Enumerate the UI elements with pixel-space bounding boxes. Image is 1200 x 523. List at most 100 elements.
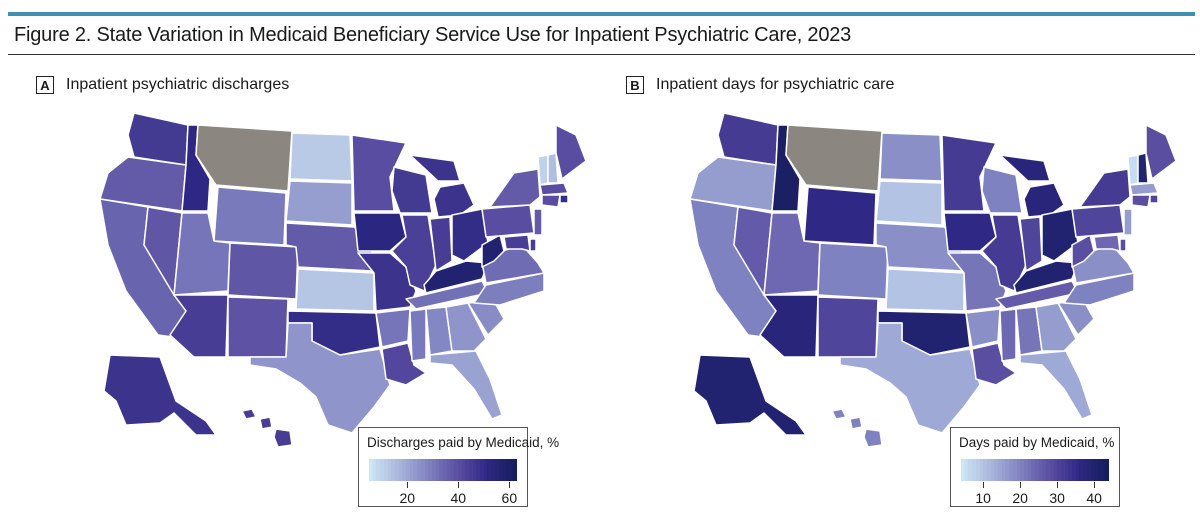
legend-bar-segment <box>417 459 422 481</box>
legend-bar-segment <box>979 459 984 481</box>
legend-bar-segment <box>1105 459 1110 481</box>
legend-bar-segment <box>424 459 429 481</box>
legend-tick-label: 40 <box>450 490 467 506</box>
legend-tick-mark <box>1094 482 1096 488</box>
state-il <box>391 214 437 292</box>
legend-tick-label: 40 <box>1086 490 1102 506</box>
legend-bar-segment <box>476 459 481 481</box>
legend-bar-segment <box>1083 459 1088 481</box>
legend-bar-segment <box>1075 459 1080 481</box>
panel-b-legend-colorbar <box>961 459 1110 481</box>
state-or <box>689 156 777 212</box>
legend-tick-mark <box>458 482 460 488</box>
state-or <box>99 156 187 212</box>
legend-bar-segment <box>1057 459 1062 481</box>
legend-bar-segment <box>1094 459 1099 481</box>
state-mn <box>351 134 407 212</box>
panel-a-legend-title: Discharges paid by Medicaid, % <box>367 435 560 450</box>
panel-b-legend-title: Days paid by Medicaid, % <box>959 435 1115 450</box>
panel-a-choropleth-map <box>99 112 587 448</box>
legend-tick-label: 60 <box>501 490 518 506</box>
legend-bar-segment <box>387 459 392 481</box>
state-de <box>529 238 537 252</box>
legend-tick-mark <box>1057 482 1059 488</box>
state-md <box>1093 234 1121 252</box>
state-ma <box>539 182 569 196</box>
panel-b-letter: B <box>626 76 644 94</box>
legend-bar-segment <box>1001 459 1006 481</box>
legend-bar-segment <box>409 459 414 481</box>
state-pa <box>1071 204 1125 238</box>
legend-bar-segment <box>964 459 969 481</box>
state-nm <box>227 296 289 358</box>
state-ri <box>1149 194 1159 204</box>
legend-bar-segment <box>431 459 437 481</box>
state-fl <box>429 350 503 420</box>
state-sd <box>875 180 943 226</box>
legend-bar-segment <box>383 459 388 481</box>
legend-bar-segment <box>1042 459 1047 481</box>
legend-bar-segment <box>398 459 403 481</box>
state-de <box>1119 238 1127 252</box>
state-nj <box>533 208 543 236</box>
state-ms <box>409 308 427 362</box>
state-wa <box>127 112 189 166</box>
legend-bar-segment <box>975 459 980 481</box>
state-vt <box>537 154 549 186</box>
state-wi <box>391 166 433 214</box>
state-nd <box>879 132 943 182</box>
legend-bar-segment <box>435 459 440 481</box>
state-tx <box>249 322 391 434</box>
legend-bar-segment <box>494 459 499 481</box>
panel-b-choropleth-map <box>689 112 1177 448</box>
panel-a-title: Inpatient psychiatric discharges <box>66 76 290 93</box>
legend-bar-segment <box>1064 459 1069 481</box>
state-me <box>1145 124 1177 180</box>
state-ak <box>103 354 217 436</box>
legend-bar-segment <box>1046 459 1051 481</box>
panel-b-title: Inpatient days for psychiatric care <box>656 76 895 93</box>
state-md <box>503 234 531 252</box>
legend-bar-segment <box>461 459 466 481</box>
state-az <box>169 294 229 358</box>
state-nd <box>289 132 353 182</box>
legend-bar-segment <box>1053 459 1058 481</box>
legend-bar-segment <box>1031 459 1036 481</box>
legend-tick-label: 20 <box>399 490 416 506</box>
state-ar <box>375 308 411 348</box>
state-ga <box>1035 302 1077 352</box>
legend-bar-segment <box>972 459 977 481</box>
legend-bar-segment <box>406 459 411 481</box>
legend-bar-segment <box>391 459 396 481</box>
legend-bar-segment <box>420 459 425 481</box>
state-ak <box>693 354 807 436</box>
state-ar <box>965 308 1001 348</box>
state-wi <box>981 166 1023 214</box>
state-ma <box>1129 182 1159 196</box>
legend-bar-segment <box>446 459 451 481</box>
panel-a-legend-colorbar <box>369 459 518 481</box>
state-nm <box>817 296 879 358</box>
state-sd <box>285 180 353 226</box>
legend-bar-segment <box>994 459 999 481</box>
legend-bar-segment <box>968 459 973 481</box>
panel-a-legend-ticks: 20 40 60 <box>369 482 517 506</box>
legend-bar-segment <box>428 459 433 481</box>
state-ks <box>885 268 965 312</box>
panel-b-header: B Inpatient days for psychiatric care <box>626 76 894 94</box>
legend-bar-segment <box>468 459 474 481</box>
top-accent-rule <box>8 12 1195 16</box>
state-wa <box>717 112 779 166</box>
state-tx <box>839 322 981 434</box>
state-mn <box>941 134 997 212</box>
legend-bar-segment <box>1049 459 1054 481</box>
legend-bar-segment <box>1068 459 1073 481</box>
legend-bar-segment <box>1012 459 1017 481</box>
state-nj <box>1123 208 1133 236</box>
legend-bar-segment <box>402 459 407 481</box>
panel-a-header: A Inpatient psychiatric discharges <box>36 76 289 94</box>
state-fl <box>1019 350 1093 420</box>
legend-bar-segment <box>413 459 418 481</box>
legend-bar-segment <box>472 459 477 481</box>
legend-bar-segment <box>1097 459 1103 481</box>
